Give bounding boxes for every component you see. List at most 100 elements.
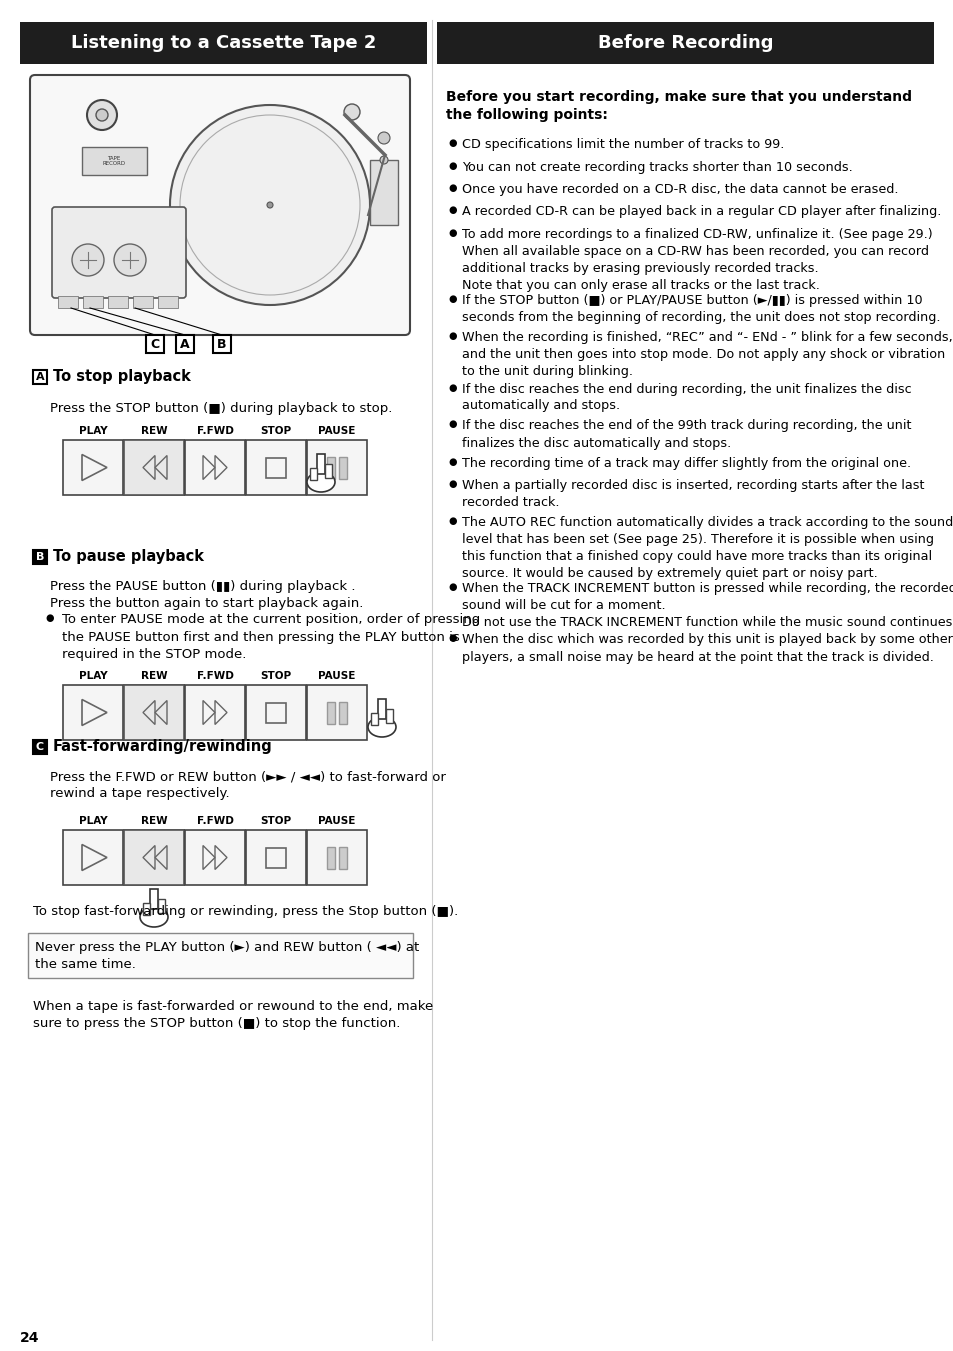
Text: C: C [151, 338, 159, 350]
Bar [63, 685, 123, 740]
Bar [124, 830, 184, 885]
Bar [338, 847, 347, 869]
Text: ●: ● [448, 382, 456, 393]
Text: PLAY: PLAY [78, 426, 107, 436]
Text: ●: ● [448, 480, 456, 489]
Bar [108, 296, 128, 308]
Text: PAUSE: PAUSE [318, 816, 355, 825]
Bar [338, 701, 347, 724]
Ellipse shape [368, 717, 395, 738]
Text: Before you start recording, make sure that you understand
the following points:: Before you start recording, make sure th… [446, 91, 911, 123]
Bar [63, 830, 123, 885]
Text: B: B [217, 338, 227, 350]
FancyBboxPatch shape [52, 207, 186, 299]
Text: ●: ● [448, 634, 456, 643]
Bar [246, 685, 306, 740]
Text: PAUSE: PAUSE [318, 671, 355, 681]
Text: C: C [36, 742, 44, 753]
Bar [327, 701, 335, 724]
Text: STOP: STOP [260, 816, 292, 825]
Text: REW: REW [140, 671, 167, 681]
Bar [266, 847, 286, 867]
Text: PAUSE: PAUSE [318, 426, 355, 436]
Bar [377, 698, 386, 719]
Text: The recording time of a track may differ slightly from the original one.: The recording time of a track may differ… [461, 457, 910, 470]
Text: 24: 24 [20, 1331, 39, 1346]
Text: TAPE
RECORD: TAPE RECORD [102, 155, 126, 166]
Bar [124, 685, 184, 740]
Bar [158, 898, 165, 913]
Text: CD specifications limit the number of tracks to 99.: CD specifications limit the number of tr… [461, 138, 783, 151]
Bar [327, 847, 335, 869]
Text: Press the STOP button (■) during playback to stop.: Press the STOP button (■) during playbac… [50, 403, 392, 415]
Bar [307, 440, 367, 494]
Text: PLAY: PLAY [78, 671, 107, 681]
Text: To enter PAUSE mode at the current position, order of pressing
the PAUSE button : To enter PAUSE mode at the current posit… [62, 613, 479, 661]
Bar [124, 440, 184, 494]
Text: To stop playback: To stop playback [53, 370, 191, 385]
Text: F.FWD: F.FWD [196, 426, 233, 436]
Text: To pause playback: To pause playback [53, 550, 204, 565]
Bar [175, 335, 193, 353]
Bar [20, 22, 427, 63]
Text: ●: ● [448, 457, 456, 466]
Text: If the disc reaches the end of the 99th track during recording, the unit
finaliz: If the disc reaches the end of the 99th … [461, 420, 910, 450]
Bar [63, 440, 123, 494]
FancyBboxPatch shape [30, 76, 410, 335]
Bar [82, 147, 147, 176]
Text: ●: ● [448, 228, 456, 238]
Ellipse shape [307, 471, 335, 492]
Text: To stop fast-forwarding or rewinding, press the Stop button (■).: To stop fast-forwarding or rewinding, pr… [33, 905, 457, 917]
Text: When a partially recorded disc is inserted, recording starts after the last
reco: When a partially recorded disc is insert… [461, 480, 923, 509]
Circle shape [170, 105, 370, 305]
Text: Press the F.FWD or REW button (►► / ◄◄) to fast-forward or
rewind a tape respect: Press the F.FWD or REW button (►► / ◄◄) … [50, 770, 445, 801]
Bar [124, 685, 184, 740]
Text: When the disc which was recorded by this unit is played back by some other
playe: When the disc which was recorded by this… [461, 634, 952, 663]
Text: Press the button again to start playback again.: Press the button again to start playback… [50, 597, 363, 611]
Bar [185, 440, 245, 494]
Text: If the STOP button (■) or PLAY/PAUSE button (►/▮▮) is pressed within 10
seconds : If the STOP button (■) or PLAY/PAUSE but… [461, 295, 940, 324]
Bar [28, 934, 413, 978]
Bar [124, 440, 184, 494]
Bar [213, 335, 231, 353]
Circle shape [113, 245, 146, 276]
Text: PLAY: PLAY [78, 816, 107, 825]
Text: ●: ● [448, 295, 456, 304]
Text: ●: ● [448, 182, 456, 193]
Text: B: B [36, 553, 44, 562]
Text: Never press the PLAY button (►) and REW button ( ◄◄) at
the same time.: Never press the PLAY button (►) and REW … [35, 942, 418, 971]
Bar [246, 440, 306, 494]
Bar [436, 22, 933, 63]
Bar [370, 159, 397, 226]
Bar [371, 713, 377, 725]
Text: REW: REW [140, 426, 167, 436]
Bar [58, 296, 78, 308]
Bar [316, 454, 325, 474]
Bar [146, 335, 164, 353]
Bar [266, 458, 286, 477]
Bar [185, 830, 245, 885]
Bar [307, 685, 367, 740]
Bar [185, 685, 245, 740]
Text: A: A [180, 338, 190, 350]
Text: STOP: STOP [260, 671, 292, 681]
Circle shape [379, 155, 388, 163]
Text: ●: ● [448, 582, 456, 592]
Text: A recorded CD-R can be played back in a regular CD player after finalizing.: A recorded CD-R can be played back in a … [461, 205, 941, 219]
Text: F.FWD: F.FWD [196, 671, 233, 681]
Text: To add more recordings to a finalized CD-RW, unfinalize it. (See page 29.)
When : To add more recordings to a finalized CD… [461, 228, 932, 292]
Bar [143, 902, 150, 915]
Circle shape [267, 203, 273, 208]
Circle shape [87, 100, 117, 130]
Bar [132, 296, 152, 308]
Text: Once you have recorded on a CD-R disc, the data cannot be erased.: Once you have recorded on a CD-R disc, t… [461, 182, 898, 196]
Bar [246, 830, 306, 885]
Circle shape [377, 132, 390, 145]
Bar [124, 685, 184, 740]
Text: ●: ● [448, 420, 456, 430]
Bar [310, 467, 316, 480]
Bar [33, 370, 47, 384]
Bar [124, 830, 184, 885]
Text: ●: ● [45, 613, 53, 623]
Bar [266, 703, 286, 723]
